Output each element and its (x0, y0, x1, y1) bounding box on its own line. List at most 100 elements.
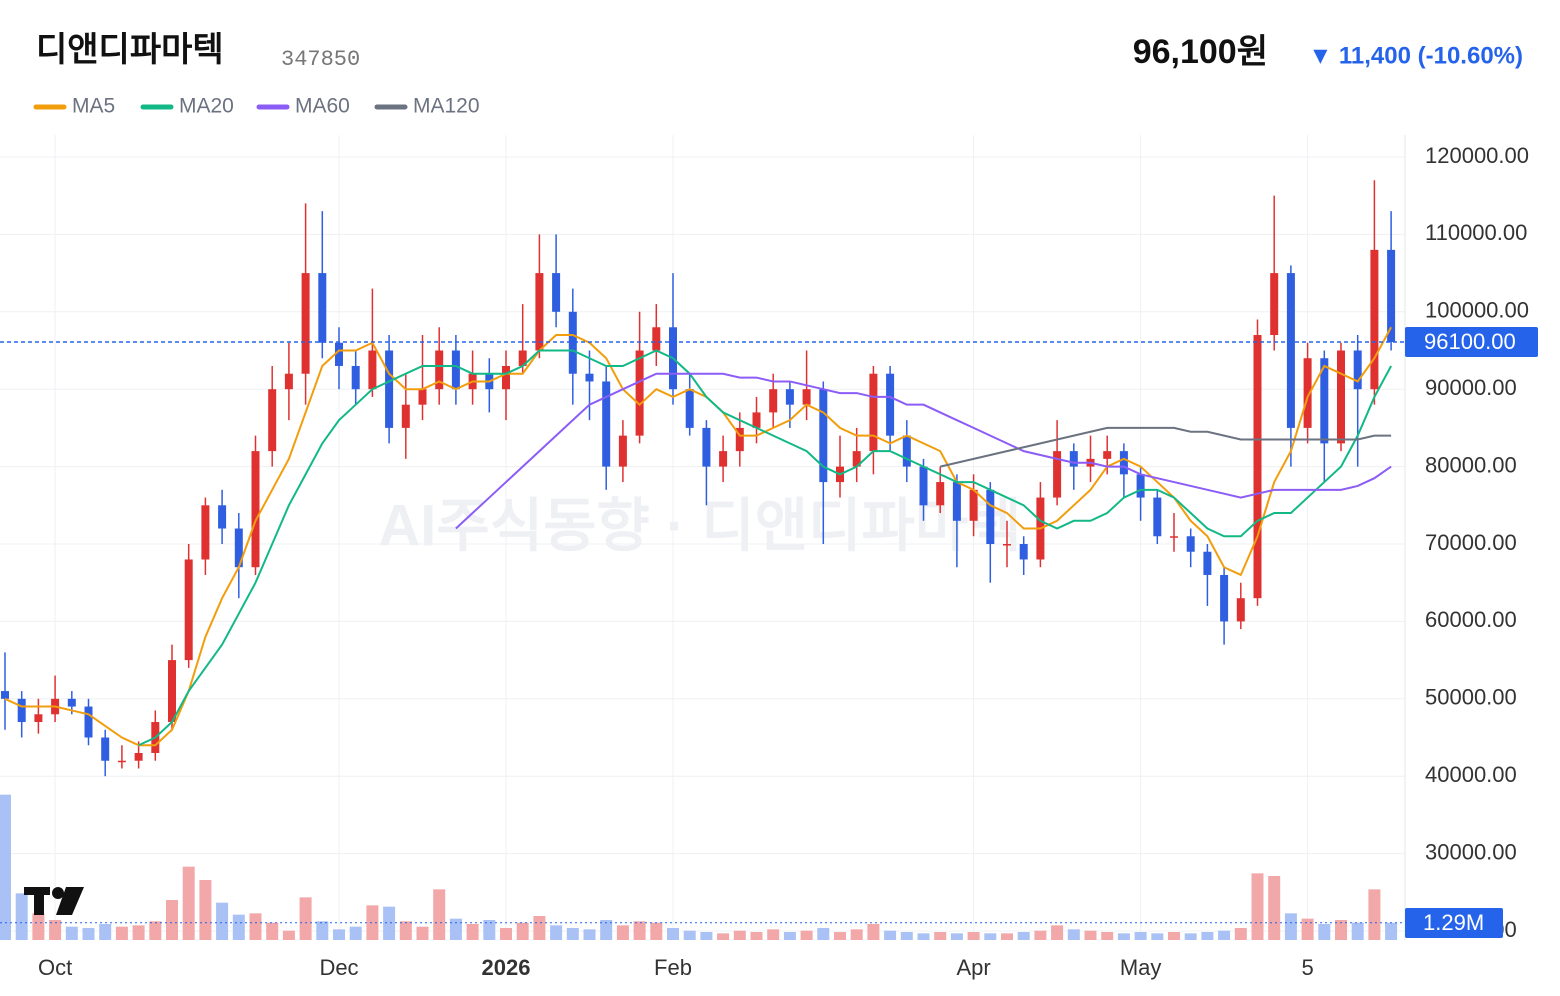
volume-bar (550, 925, 563, 940)
candle-body (1186, 536, 1195, 552)
volume-bar (984, 933, 997, 940)
legend-label: MA120 (413, 95, 480, 118)
candle-body (1303, 358, 1312, 428)
candle-body (1253, 335, 1262, 599)
volume-bar (483, 920, 496, 940)
candle-body (401, 404, 410, 428)
candle-body (1, 691, 9, 699)
candle-body (1053, 451, 1062, 498)
volume-bar (717, 933, 730, 940)
volume-bar (1368, 889, 1381, 940)
volume-bar (199, 880, 212, 940)
volume-bar (1051, 925, 1064, 940)
volume-bar (49, 920, 62, 940)
stock-code: 347850 (281, 47, 360, 72)
volume-bar (600, 920, 613, 940)
candle-body (84, 706, 93, 738)
candle-body (902, 435, 911, 467)
volume-bar (1067, 929, 1080, 940)
candle-body (1136, 474, 1145, 498)
candle-body (819, 389, 828, 483)
volume-bar (750, 932, 763, 940)
volume-bar (850, 929, 863, 940)
volume-bar (65, 926, 78, 940)
plot: OctDec2026FebAprMay520000.0030000.004000… (0, 135, 1538, 980)
ma-line (939, 426, 1392, 468)
y-tick-label: 50000.00 (1425, 685, 1517, 710)
volume-bar (149, 921, 162, 940)
candle-body (635, 350, 644, 436)
candle-body (986, 489, 995, 545)
candle-body (1119, 451, 1128, 475)
candle-body (1019, 544, 1028, 560)
volume-bar (266, 922, 279, 940)
candle-body (284, 373, 293, 390)
candle-body (552, 273, 561, 312)
watermark: AI주식동향 · 디앤디파마텍 (378, 493, 1021, 558)
volume-bar (99, 924, 112, 940)
candle-body (502, 365, 510, 390)
candle-body (218, 505, 227, 529)
candle-body (602, 381, 611, 467)
candle-body (719, 451, 728, 467)
candle-body (168, 660, 176, 723)
x-tick-label: Oct (38, 955, 72, 980)
candle-body (852, 451, 861, 467)
candle-body (685, 389, 694, 428)
candle-body (702, 427, 711, 467)
volume-bar (1151, 933, 1164, 940)
candle-body (268, 389, 277, 452)
volume-bar (433, 889, 446, 940)
candle-body (385, 350, 394, 428)
volume-bar (15, 893, 28, 940)
candle-body (318, 273, 327, 343)
candle-body (201, 505, 210, 560)
candle-body (1220, 574, 1229, 622)
volume-bar (282, 930, 295, 940)
ma-line (455, 372, 1392, 530)
candle-body (301, 273, 310, 374)
volume-bar (700, 932, 713, 940)
candle-body (435, 350, 444, 390)
volume-bar (182, 866, 195, 940)
candle-body (134, 752, 143, 761)
volume-bar (516, 922, 529, 940)
volume-bar (1318, 924, 1331, 940)
ma-line (138, 349, 1392, 747)
price: 96,100원 (1133, 33, 1268, 71)
volume-bar (115, 926, 128, 940)
candle-body (251, 451, 260, 568)
candle-body (451, 350, 460, 390)
volume-bar (616, 925, 629, 940)
volume-bar (767, 929, 780, 940)
volume-bar (817, 928, 830, 940)
candle-body (802, 389, 811, 405)
volume-bar (800, 930, 813, 940)
volume-bar (1218, 930, 1231, 940)
volume-bar (500, 928, 512, 940)
volume-bar (1268, 876, 1281, 940)
volume-bar (1084, 930, 1097, 940)
volume-bar (166, 900, 178, 940)
volume-bar (349, 926, 362, 940)
volume-bar (1134, 932, 1147, 940)
candle-body (1203, 551, 1212, 575)
candle-body (234, 528, 243, 568)
volume-bar (967, 932, 980, 940)
volume-bar (399, 921, 412, 940)
ma-line (4, 326, 1392, 747)
volume-bar (566, 928, 579, 940)
candle-body (735, 427, 744, 452)
y-tick-label: 30000.00 (1425, 839, 1517, 864)
candle-body (886, 373, 895, 436)
volume-bar (1017, 932, 1030, 940)
volume-bar (1351, 922, 1364, 940)
candle-body (1003, 544, 1011, 546)
candle-body (919, 466, 928, 506)
volume-bar (366, 905, 379, 940)
candle-body (869, 373, 878, 452)
candle-body (535, 273, 544, 351)
candle-body (1337, 350, 1345, 444)
